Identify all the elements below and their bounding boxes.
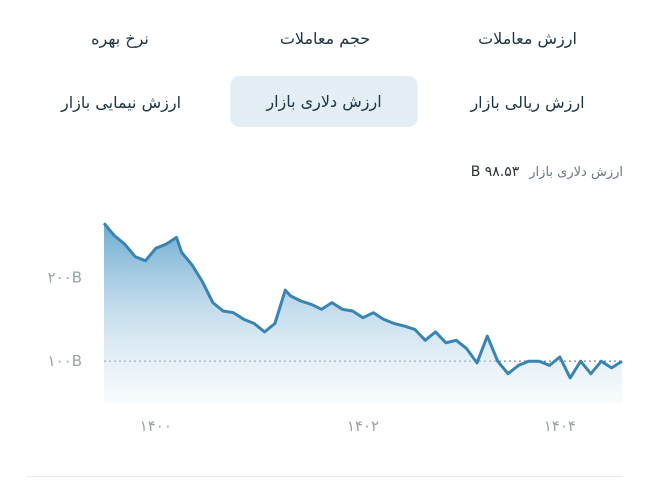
tab-rial-market-value[interactable]: ارزش ریالی بازار [470,92,585,112]
x-tick-label: ۱۴۰۰ [140,417,172,435]
chart-area-fill [104,223,622,403]
x-tick-label: ۱۴۰۲ [347,417,379,435]
tab-dollar-market-value[interactable]: ارزش دلاری بازار [230,76,418,127]
chart-series-line [102,222,623,380]
chart-readout: ارزش دلاری بازار B ۹۸.۵۳ [471,164,623,180]
market-value-chart[interactable]: ۲۰۰B ۱۰۰B ۱۴۰۰ ۱۴۰۲ ۱۴۰۴ [0,205,649,445]
y-tick-label: ۲۰۰B [48,269,82,287]
tab-trade-volume[interactable]: حجم معاملات [279,28,371,48]
tab-interest-rate[interactable]: نرخ بهره [91,28,149,48]
tab-trade-value[interactable]: ارزش معاملات [478,28,577,48]
readout-value: B ۹۸.۵۳ [470,164,520,180]
divider [26,476,623,477]
tab-nima-market-value[interactable]: ارزش نیمایی بازار [60,92,182,112]
readout-label: ارزش دلاری بازار [529,165,623,180]
y-tick-label: ۱۰۰B [48,352,82,370]
x-tick-label: ۱۴۰۴ [544,417,576,435]
